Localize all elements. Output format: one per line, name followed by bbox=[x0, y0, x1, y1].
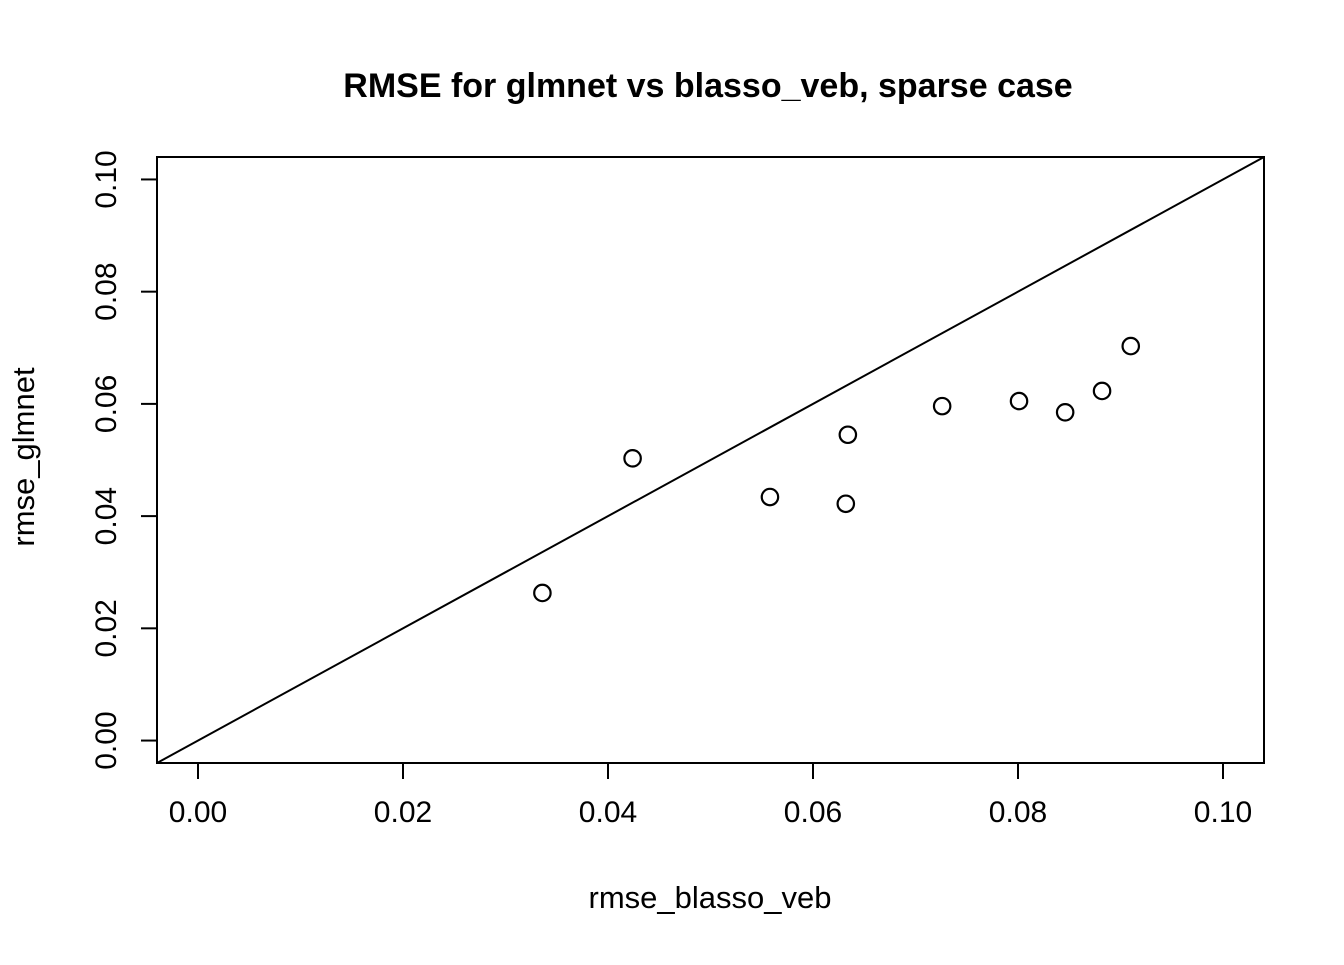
y-axis-label: rmse_glmnet bbox=[6, 367, 41, 547]
x-axis: 0.00 0.02 0.04 0.06 0.08 0.10 bbox=[169, 763, 1252, 829]
scatter-points bbox=[533, 336, 1141, 603]
x-tick-label: 0.02 bbox=[374, 796, 432, 829]
x-tick-label: 0.00 bbox=[169, 796, 227, 829]
scatter-point bbox=[932, 396, 952, 416]
scatter-point bbox=[1092, 381, 1112, 401]
plot-title: RMSE for glmnet vs blasso_veb, sparse ca… bbox=[343, 67, 1072, 105]
scatter-point bbox=[1055, 403, 1075, 422]
y-tick-label: 0.06 bbox=[90, 375, 123, 433]
y-axis: 0.00 0.02 0.04 0.06 0.08 0.10 bbox=[90, 150, 157, 770]
identity-line bbox=[156, 156, 1265, 764]
x-axis-label: rmse_blasso_veb bbox=[589, 880, 832, 915]
scatter-point bbox=[623, 449, 642, 468]
y-tick-label: 0.08 bbox=[90, 262, 123, 320]
x-tick-label: 0.06 bbox=[784, 796, 842, 829]
x-tick-label: 0.10 bbox=[1194, 796, 1252, 829]
y-tick-label: 0.04 bbox=[90, 487, 123, 545]
y-tick-label: 0.02 bbox=[90, 599, 123, 657]
scatter-point bbox=[1121, 336, 1141, 356]
x-tick-label: 0.08 bbox=[989, 796, 1047, 829]
x-tick-label: 0.04 bbox=[579, 796, 637, 829]
scatter-point bbox=[533, 583, 552, 603]
scatter-point bbox=[836, 494, 856, 514]
y-tick-label: 0.10 bbox=[90, 150, 123, 208]
scatter-point bbox=[760, 487, 780, 507]
y-tick-label: 0.00 bbox=[90, 711, 123, 769]
plot-box bbox=[156, 156, 1265, 764]
identity-line-group bbox=[156, 156, 1265, 764]
scatter-point bbox=[1009, 391, 1029, 411]
scatter-point bbox=[838, 425, 858, 445]
